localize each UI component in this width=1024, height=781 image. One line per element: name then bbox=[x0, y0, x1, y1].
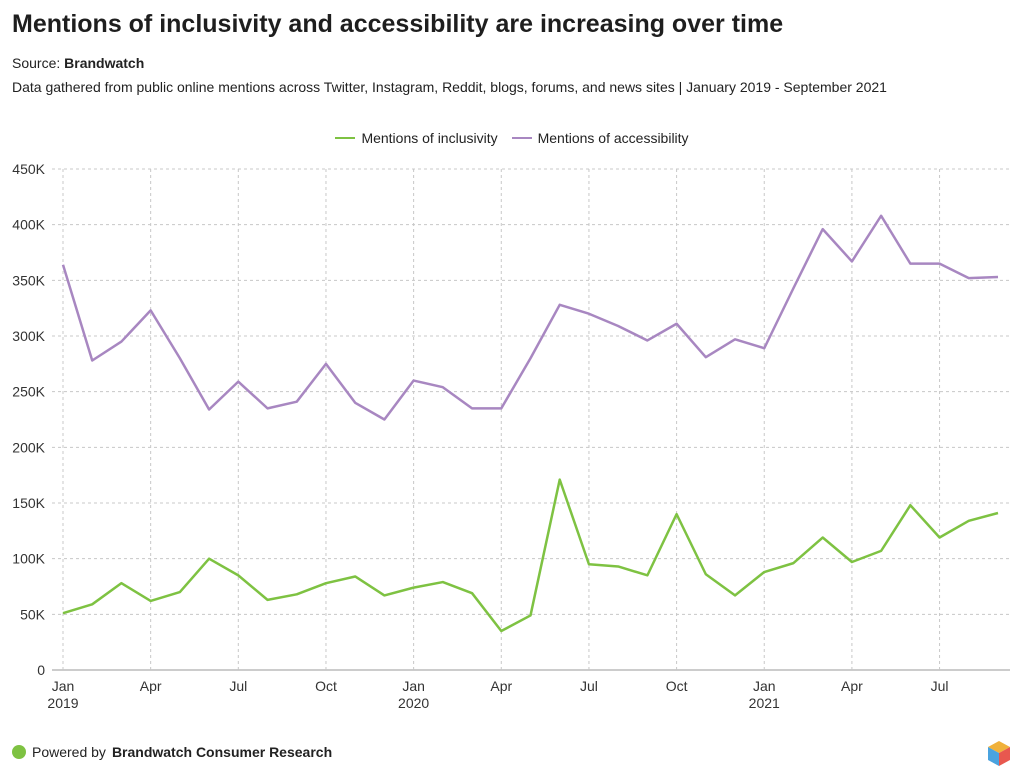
legend-item-inclusivity[interactable]: Mentions of inclusivity bbox=[335, 130, 498, 146]
y-tick-label: 250K bbox=[12, 384, 45, 400]
y-tick-label: 150K bbox=[12, 495, 45, 511]
x-tick-label: Jul bbox=[229, 678, 247, 694]
source-name: Brandwatch bbox=[64, 55, 145, 71]
x-tick-label: Apr bbox=[841, 678, 863, 694]
legend: Mentions of inclusivity Mentions of acce… bbox=[0, 130, 1024, 146]
y-tick-label: 200K bbox=[12, 439, 45, 455]
series-line-inclusivity bbox=[62, 478, 999, 633]
x-tick-label: Oct bbox=[666, 678, 688, 694]
chart-title: Mentions of inclusivity and accessibilit… bbox=[12, 10, 784, 38]
x-tick-year: 2019 bbox=[47, 695, 78, 711]
y-tick-label: 300K bbox=[12, 328, 45, 344]
legend-swatch-accessibility bbox=[511, 137, 532, 139]
footer-prefix: Powered by bbox=[32, 744, 106, 760]
x-tick-label: Jan bbox=[402, 678, 425, 694]
legend-item-accessibility[interactable]: Mentions of accessibility bbox=[511, 130, 689, 146]
y-tick-label: 0 bbox=[37, 662, 45, 678]
x-tick-label: Jul bbox=[580, 678, 598, 694]
legend-swatch-inclusivity bbox=[335, 137, 356, 139]
y-tick-label: 400K bbox=[12, 217, 45, 233]
x-tick-label: Apr bbox=[490, 678, 512, 694]
x-tick-label: Jan bbox=[52, 678, 75, 694]
source-label: Source: bbox=[12, 55, 65, 71]
x-tick-label: Apr bbox=[140, 678, 162, 694]
legend-label: Mentions of accessibility bbox=[537, 130, 689, 146]
source-line: Source: Brandwatch bbox=[12, 55, 144, 71]
y-tick-label: 350K bbox=[12, 272, 45, 288]
y-tick-label: 50K bbox=[20, 606, 46, 622]
x-tick-year: 2020 bbox=[398, 695, 429, 711]
x-tick-label: Jul bbox=[931, 678, 949, 694]
series-line-accessibility bbox=[61, 214, 999, 421]
x-tick-year: 2021 bbox=[749, 695, 780, 711]
brand-dot-icon bbox=[12, 745, 26, 759]
legend-label: Mentions of inclusivity bbox=[361, 130, 498, 146]
footer-brand: Brandwatch Consumer Research bbox=[111, 744, 333, 760]
footer: Powered by Brandwatch Consumer Research bbox=[12, 744, 332, 760]
y-tick-label: 450K bbox=[12, 161, 45, 177]
x-tick-label: Oct bbox=[315, 678, 337, 694]
y-tick-label: 100K bbox=[12, 551, 45, 567]
chart-description: Data gathered from public online mention… bbox=[12, 79, 887, 95]
brandwatch-logo-icon bbox=[988, 741, 1010, 766]
x-tick-label: Jan bbox=[753, 678, 776, 694]
